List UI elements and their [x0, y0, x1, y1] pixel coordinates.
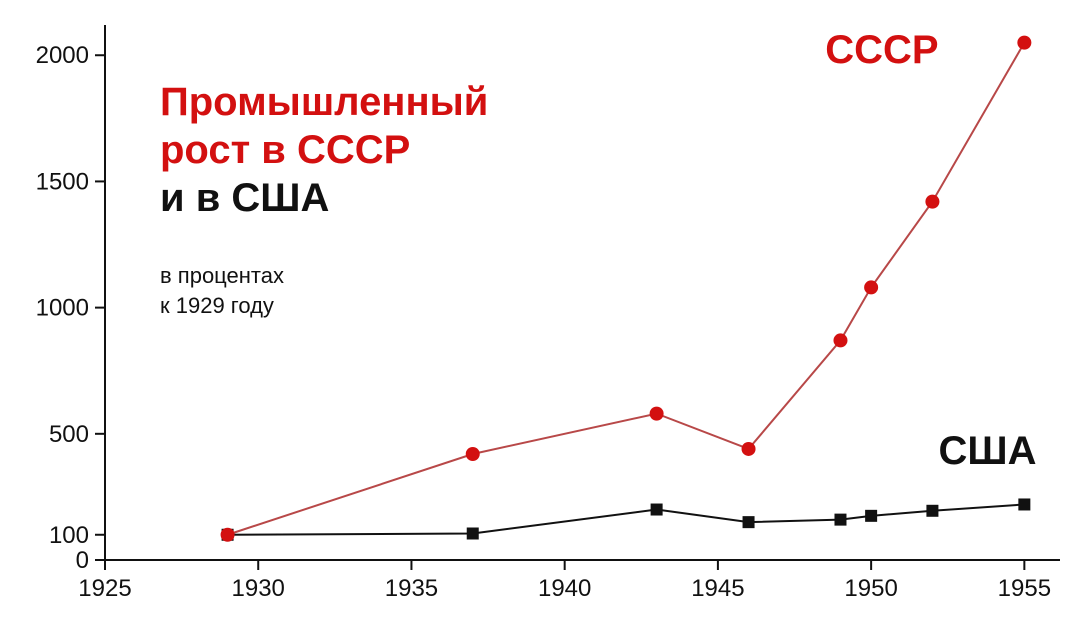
series-marker-ussr	[1017, 36, 1031, 50]
x-tick-label: 1930	[232, 575, 285, 602]
series-marker-ussr	[864, 280, 878, 294]
title-line3: и в США	[160, 176, 329, 220]
y-tick-label: 0	[76, 547, 89, 574]
series-marker-usa	[651, 504, 663, 516]
title-line2: рост в СССР	[160, 128, 410, 172]
title-line1: Промышленный	[160, 80, 488, 124]
x-tick-label: 1945	[691, 575, 744, 602]
x-tick-label: 1955	[998, 575, 1051, 602]
series-marker-usa	[467, 528, 479, 540]
subtitle-line1: в процентах	[160, 263, 284, 288]
series-marker-ussr	[466, 447, 480, 461]
series-marker-ussr	[221, 528, 235, 542]
chart-svg: 0100 500 1000 1500 2000 1925 1930 1935 1940 1945 1…	[0, 0, 1080, 635]
series-marker-usa	[834, 514, 846, 526]
x-tick-label: 1950	[844, 575, 897, 602]
x-tick-label: 1935	[385, 575, 438, 602]
subtitle-line2: к 1929 году	[160, 293, 274, 318]
series-marker-ussr	[925, 195, 939, 209]
y-tick-label: 1500	[36, 168, 89, 195]
series-label-usa: США	[939, 429, 1037, 473]
series-marker-usa	[1018, 498, 1030, 510]
series-marker-ussr	[833, 333, 847, 347]
series-marker-ussr	[742, 442, 756, 456]
series-marker-usa	[926, 505, 938, 517]
chart-container: 0100 500 1000 1500 2000 1925 1930 1935 1940 1945 1…	[0, 0, 1080, 635]
x-tick-label: 1940	[538, 575, 591, 602]
y-tick-label: 2000	[36, 42, 89, 69]
series-marker-usa	[743, 516, 755, 528]
series-marker-ussr	[650, 407, 664, 421]
series-label-ussr: СССР	[825, 28, 938, 72]
y-tick-label: 500	[49, 421, 89, 448]
x-tick-label: 1925	[78, 575, 131, 602]
y-tick-label: 100	[49, 522, 89, 549]
series-marker-usa	[865, 510, 877, 522]
y-tick-label: 1000	[36, 295, 89, 322]
